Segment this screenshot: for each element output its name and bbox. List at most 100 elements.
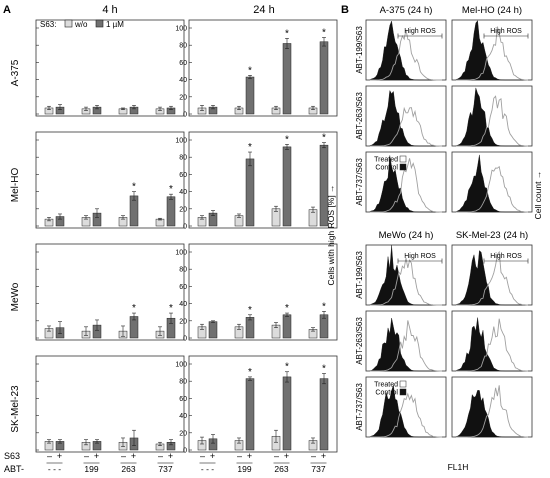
significance-star: *: [285, 303, 289, 314]
sign-plus: +: [210, 451, 215, 461]
flow-frame: [451, 151, 533, 213]
flow-panel-3-1: [451, 310, 533, 372]
bar-legend: S63: w/o 1 µM: [40, 19, 124, 29]
significance-star: *: [285, 362, 289, 373]
legend-swatch-1um: [95, 19, 104, 28]
panel-label-a: A: [3, 4, 11, 16]
y-tick-label: 80: [179, 155, 187, 162]
legend-1um-label: 1 µM: [106, 20, 124, 29]
legend-control-label: Control: [375, 165, 398, 172]
bar-chart-a-375-4h: [35, 19, 185, 117]
y-tick-label: 40: [179, 189, 187, 196]
control-histogram: [369, 155, 442, 213]
panel-label-b: B: [341, 4, 349, 16]
control-histogram: [455, 20, 528, 81]
treated-histogram: [370, 392, 442, 438]
y-tick-label: 100: [175, 138, 187, 145]
treated-histogram: [456, 318, 529, 372]
sign-minus: –: [84, 451, 89, 461]
sign-minus: –: [121, 451, 126, 461]
bar-1um-737: [166, 196, 176, 227]
legend-swatch-control: [399, 163, 407, 171]
chart-frame: [35, 19, 185, 117]
bar-chart-mewo-4h: * *: [35, 243, 185, 341]
significance-star: *: [285, 134, 289, 145]
legend-wo-label: w/o: [74, 20, 88, 29]
sign-minus: –: [200, 451, 205, 461]
flow-column-title: MeWo (24 h): [379, 230, 434, 241]
control-histogram: [455, 250, 528, 306]
legend-swatch-treated: [399, 155, 407, 163]
gate-label: High ROS: [404, 28, 436, 35]
bar-1um-737: [319, 378, 329, 451]
chart-frame: [35, 355, 185, 453]
treated-histogram: [370, 29, 442, 81]
significance-star: *: [322, 301, 326, 312]
legend-control-label: Control: [375, 390, 398, 397]
control-histogram: [455, 154, 528, 213]
control-histogram: [455, 87, 528, 147]
treated-histogram: [370, 257, 442, 306]
flow-frame: [451, 310, 533, 372]
significance-star: *: [169, 184, 173, 195]
gate-label: High ROS: [404, 253, 436, 260]
bar-1um-199: [245, 378, 255, 451]
abt-label: - - -: [201, 464, 214, 474]
y-tick-label: 80: [179, 43, 187, 50]
flow-x-axis-label: FL1H: [448, 462, 469, 472]
flow-row-label: ABT-263/S63: [355, 317, 364, 365]
flow-panel-3-0: High ROS: [451, 244, 533, 306]
treated-histogram: [456, 26, 529, 81]
flow-column-title: A-375 (24 h): [380, 5, 433, 16]
y-tick-label: 40: [179, 77, 187, 84]
bar-chart-a-375-24h: 0 20 40 60 80 100 * * *: [175, 19, 338, 119]
significance-star: *: [322, 27, 326, 38]
abt-label: 737: [311, 464, 325, 474]
sign-plus: +: [284, 451, 289, 461]
flow-frame: [451, 85, 533, 147]
y-tick-label: 0: [183, 448, 187, 455]
y-tick-label: 20: [179, 318, 187, 325]
bar-chart-sk-mel-23-24h: 0 20 40 60 80 100 * * *: [175, 355, 338, 455]
sign-minus: –: [274, 451, 279, 461]
bar-1um-263: [282, 376, 292, 451]
chart-frame: [188, 131, 338, 229]
sign-plus: +: [131, 451, 136, 461]
treated-histogram: [456, 250, 529, 306]
significance-star: *: [132, 303, 136, 314]
y-axis-label: Cells with high ROS [%] →: [326, 184, 336, 285]
flow-panel-3-2: [451, 376, 533, 438]
y-tick-label: 0: [183, 112, 187, 119]
row-label-a375: A-375: [10, 59, 21, 86]
gate-label: High ROS: [490, 28, 522, 35]
legend-treated-label: Treated: [374, 157, 398, 164]
chart-frame: [188, 19, 338, 117]
abt-label: - - -: [48, 464, 61, 474]
flow-row-label: ABT-737/S63: [355, 383, 364, 431]
bar-1um-199: [245, 158, 255, 227]
bar-1um-263: [282, 43, 292, 115]
y-tick-label: 60: [179, 172, 187, 179]
row-label-mewo: MeWo: [10, 282, 21, 311]
treated-histogram: [456, 385, 529, 438]
treated-histogram: [456, 165, 529, 213]
y-tick-label: 60: [179, 60, 187, 67]
y-tick-label: 40: [179, 301, 187, 308]
sign-minus: –: [158, 451, 163, 461]
flow-frame: [451, 376, 533, 438]
significance-star: *: [285, 28, 289, 39]
flow-panel-1-0: High ROS: [451, 19, 533, 81]
y-tick-label: 20: [179, 94, 187, 101]
row-label-melho: Mel-HO: [10, 168, 21, 203]
y-tick-label: 100: [175, 26, 187, 33]
legend-s63-label: S63:: [40, 20, 56, 29]
control-histogram: [455, 317, 528, 372]
flow-panel-0-0: High ROS ABT-199/S63: [355, 19, 447, 81]
s63-row-label: S63: [4, 451, 20, 461]
bar-1um-737: [319, 41, 329, 115]
flow-y-axis-label: Cell count →: [533, 171, 543, 220]
bar-chart-mel-ho-4h: * *: [35, 131, 185, 229]
